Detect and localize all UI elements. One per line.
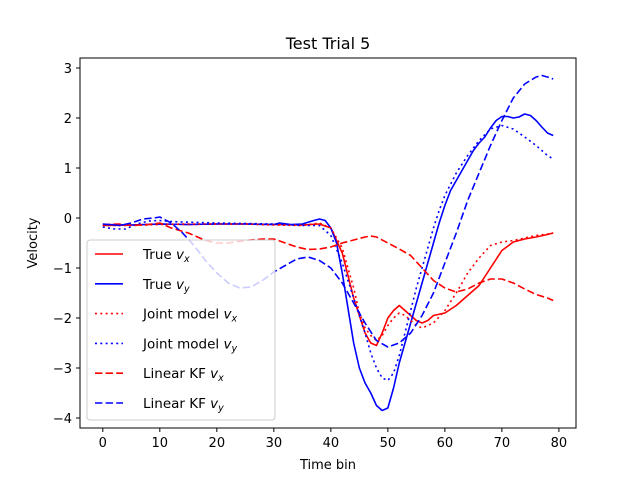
x-axis: 0 10 20 30 40 50 60 70 80 — [99, 428, 568, 451]
y-tick-label: −4 — [53, 412, 72, 427]
series-line-5 — [102, 74, 554, 348]
x-tick-label: 80 — [551, 436, 568, 451]
legend-label: True vx — [142, 247, 190, 265]
series-line-3 — [102, 124, 554, 382]
chart-title: Test Trial 5 — [285, 34, 371, 53]
y-tick-label: 2 — [64, 112, 72, 127]
x-tick-label: 60 — [437, 436, 454, 451]
legend-label: True vy — [142, 277, 190, 295]
plot-frame — [79, 57, 577, 429]
series-layer — [102, 74, 554, 412]
x-tick-label: 10 — [152, 436, 169, 451]
x-tick-label: 50 — [380, 436, 397, 451]
x-tick-label: 30 — [266, 436, 283, 451]
y-tick-label: 1 — [64, 162, 72, 177]
x-tick-label: 70 — [494, 436, 511, 451]
legend-box — [86, 239, 276, 421]
legend: True vx True vy Joint model vx Joint model … — [86, 239, 276, 421]
x-tick-label: 40 — [323, 436, 340, 451]
y-tick-label: −3 — [53, 362, 72, 377]
y-tick-label: 0 — [64, 212, 72, 227]
legend-label: Linear KF vy — [143, 396, 224, 414]
legend-label: Linear KF vx — [143, 366, 224, 384]
legend-label: Joint model vy — [142, 336, 237, 354]
y-axis: −4 −3 −2 −1 0 1 2 3 — [53, 62, 80, 427]
series-line-2 — [102, 222, 554, 342]
y-axis-label: Velocity — [26, 217, 41, 268]
y-tick-label: −2 — [53, 312, 72, 327]
x-axis-label: Time bin — [299, 458, 356, 473]
y-tick-label: −1 — [53, 262, 72, 277]
x-tick-label: 0 — [99, 436, 107, 451]
x-tick-label: 20 — [209, 436, 226, 451]
legend-label: Joint model vx — [142, 307, 237, 325]
y-tick-label: 3 — [64, 62, 72, 77]
series-line-4 — [102, 222, 554, 302]
